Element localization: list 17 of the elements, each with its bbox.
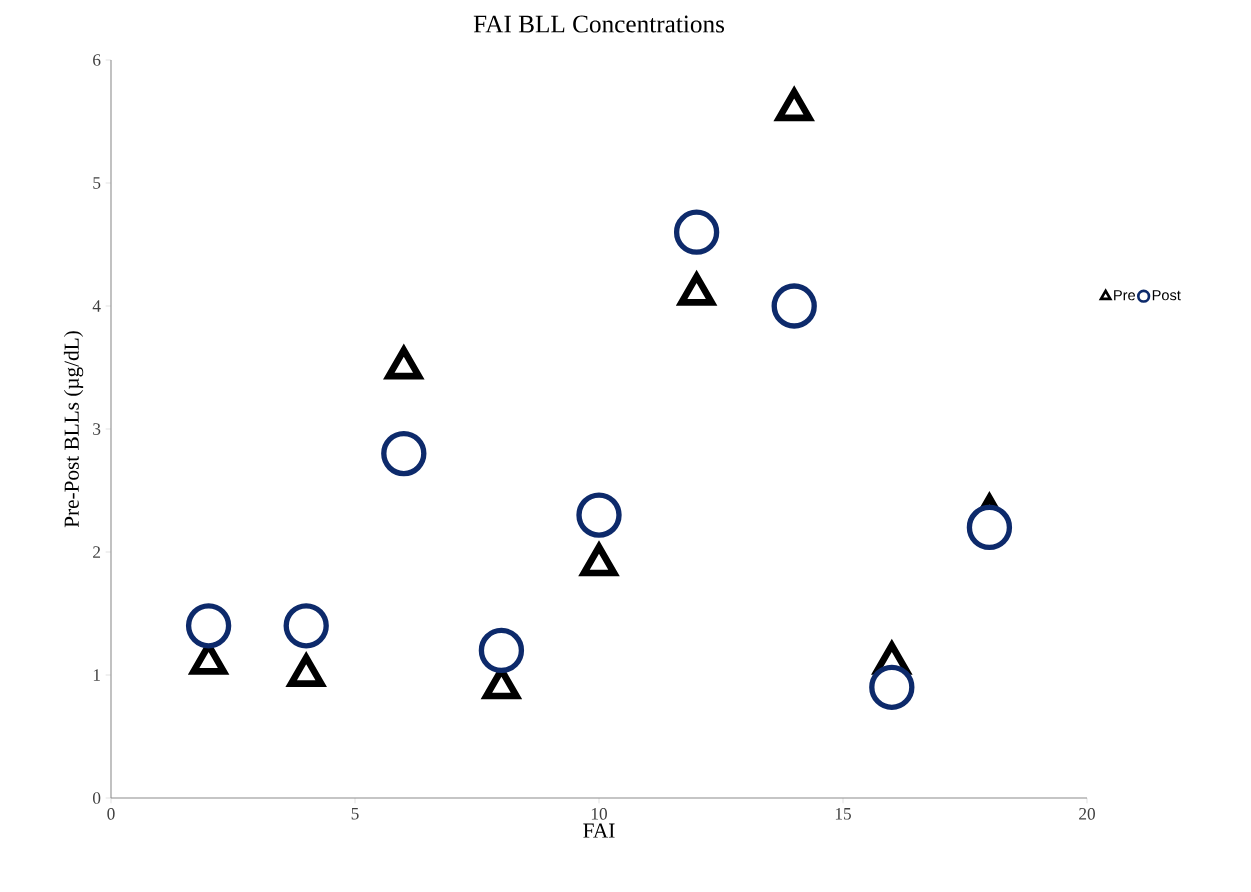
legend-label: Post: [1152, 290, 1181, 301]
x-axis-title: FAI: [583, 823, 615, 838]
y-tick-label: 3: [93, 423, 101, 435]
chart-title: FAI BLL Concentrations: [473, 15, 725, 33]
y-axis-title: Pre-Post BLLs (µg/dL): [63, 331, 84, 528]
x-tick-label: 20: [1079, 808, 1095, 820]
x-tick-label: 15: [835, 808, 851, 820]
y-tick-label: 0: [93, 792, 101, 804]
legend-label: Pre: [1114, 290, 1135, 301]
x-tick-label: 0: [107, 808, 115, 820]
x-tick-label: 5: [351, 808, 359, 820]
y-tick-label: 6: [93, 54, 101, 66]
y-tick-label: 2: [93, 546, 101, 558]
y-tick-label: 5: [93, 177, 101, 189]
x-tick-label: 10: [591, 808, 607, 820]
y-tick-label: 4: [92, 300, 101, 312]
y-tick-label: 1: [93, 669, 100, 681]
